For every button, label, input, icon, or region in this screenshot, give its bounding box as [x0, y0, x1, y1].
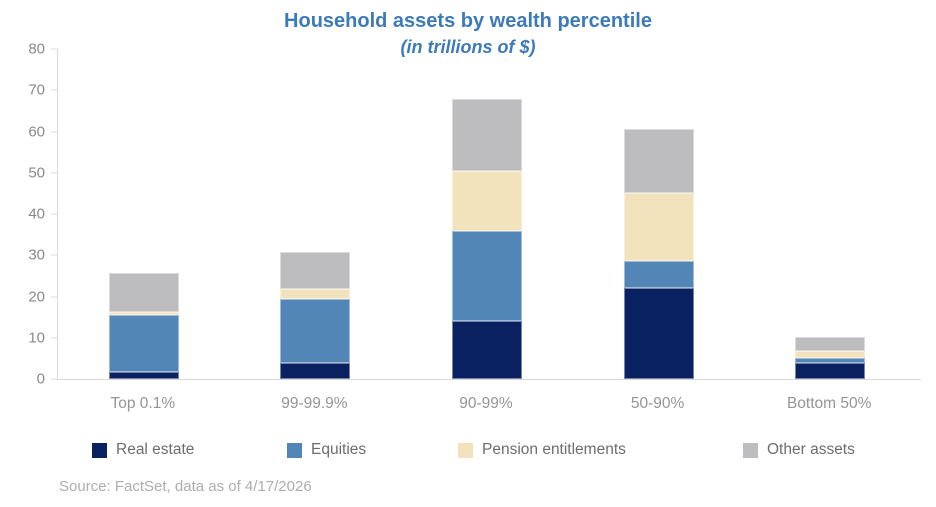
bar-segment-real-estate [108, 371, 179, 379]
stacked-bar [623, 49, 694, 379]
chart-title: Household assets by wealth percentile [284, 10, 652, 32]
y-tick-label: 50 [28, 164, 45, 182]
y-tick-label: 10 [28, 329, 45, 347]
y-tick-mark [51, 296, 57, 297]
bar-segment-other-assets [451, 98, 522, 171]
bar-segment-real-estate [451, 321, 522, 379]
bar-segment-equities [108, 314, 179, 372]
y-tick-label: 40 [28, 205, 45, 223]
bar-segment-equities [623, 261, 694, 289]
plot-area [57, 49, 921, 380]
bars [58, 49, 916, 379]
y-axis-labels: 0 10 20 30 40 50 60 70 80 [0, 42, 45, 387]
y-tick-label: 20 [28, 288, 45, 305]
y-tick-label: 70 [28, 81, 45, 99]
bar-segment-pension-entitlements [280, 288, 351, 299]
legend-item: Pension entitlements [458, 441, 626, 460]
bar-slot [401, 49, 573, 379]
bar-segment-equities [280, 298, 351, 363]
legend-label: Real estate [116, 441, 195, 458]
bar-segment-other-assets [623, 129, 694, 194]
bar-slot [58, 49, 230, 379]
y-tick-mark [51, 48, 57, 50]
bar-slot [230, 49, 402, 379]
x-category-label: Bottom 50% [786, 395, 872, 412]
y-tick-mark [51, 172, 57, 174]
y-tick-label: 30 [28, 246, 45, 264]
chart-subtitle: (in trillions of $) [400, 37, 536, 57]
y-tick-mark [51, 337, 57, 339]
legend-swatch [92, 442, 107, 458]
legend-label: Equities [311, 441, 367, 458]
y-tick-mark [51, 213, 57, 215]
y-tick-mark [51, 89, 57, 91]
legend-item: Real estate [92, 441, 194, 460]
x-axis-labels: Top 0.1% 99-99.9% 90-99% 50-90% Bottom 50% [57, 394, 915, 414]
bar-slot [744, 49, 916, 379]
x-axis-line [57, 379, 921, 380]
legend-swatch [743, 442, 758, 458]
legend-label: Pension entitlements [482, 441, 626, 458]
bar-segment-pension-entitlements [795, 351, 866, 358]
y-tick-label: 60 [28, 123, 45, 140]
legend-swatch [458, 442, 473, 458]
stacked-bar [108, 49, 179, 379]
legend-label: Other assets [767, 441, 855, 458]
bar-segment-pension-entitlements [623, 193, 694, 262]
x-category-label: 90-99% [459, 395, 513, 412]
bar-slot [573, 49, 745, 379]
y-tick-label: 0 [36, 370, 45, 388]
legend-item: Equities [287, 441, 366, 460]
source-note: Source: FactSet, data as of 4/17/2026 [59, 478, 312, 495]
bar-segment-other-assets [108, 273, 179, 313]
bar-segment-pension-entitlements [108, 312, 179, 315]
legend-swatch [287, 442, 302, 458]
y-axis-ticks [51, 48, 57, 380]
bar-segment-equities [795, 357, 866, 363]
x-category-label: 99-99.9% [281, 395, 348, 412]
stacked-bar [795, 49, 866, 379]
bar-segment-pension-entitlements [451, 170, 522, 231]
bar-segment-equities [451, 230, 522, 322]
bar-segment-real-estate [623, 288, 694, 379]
bar-segment-other-assets [795, 336, 866, 352]
bar-segment-real-estate [795, 362, 866, 379]
x-category-label: Top 0.1% [110, 395, 176, 412]
y-tick-mark [51, 378, 57, 380]
y-tick-mark [51, 254, 57, 256]
legend-item: Other assets [743, 441, 855, 460]
x-category-label: 50-90% [630, 395, 685, 412]
legend: Real estate Equities Pension entitlements O… [0, 441, 936, 463]
bar-segment-real-estate [280, 362, 351, 379]
bar-segment-other-assets [280, 251, 351, 289]
y-tick-mark [51, 131, 57, 132]
stacked-bar [451, 49, 522, 379]
y-tick-label: 80 [28, 40, 45, 58]
stacked-bar [280, 49, 351, 379]
